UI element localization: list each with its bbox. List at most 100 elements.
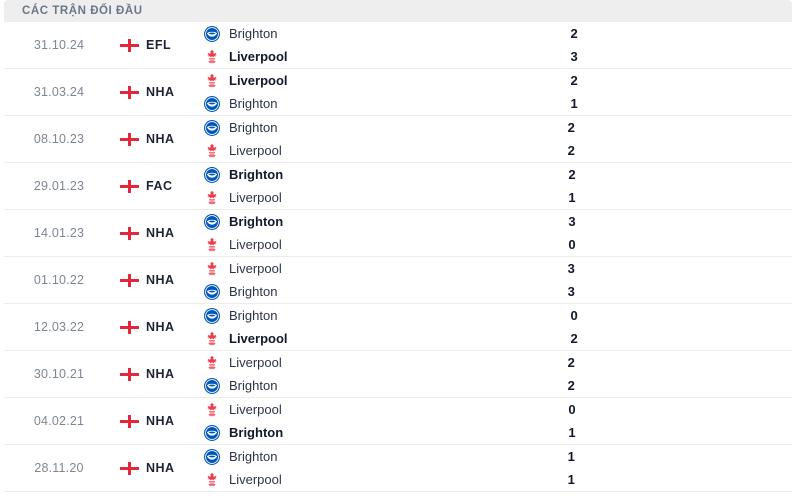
away-team-score: 1 bbox=[570, 95, 578, 111]
match-date: 14.01.23 bbox=[33, 226, 85, 240]
teams-cell: Brighton Liverpool bbox=[199, 26, 490, 65]
home-team-line[interactable]: Liverpool bbox=[204, 402, 488, 418]
match-date-cell: 04.02.21 bbox=[4, 414, 114, 428]
home-team-score: 2 bbox=[570, 25, 578, 41]
away-team-line[interactable]: Brighton bbox=[204, 425, 488, 441]
competition-code: FAC bbox=[146, 179, 173, 193]
home-team-line[interactable]: Brighton bbox=[204, 449, 487, 465]
head-to-head-panel: CÁC TRẬN ĐỐI ĐẦU 31.10.24 EFL Brighton L… bbox=[4, 0, 792, 492]
competition-code: NHA bbox=[146, 85, 175, 99]
table-row[interactable]: 29.01.23 FAC Brighton Liverpool 2 1 bbox=[4, 163, 792, 210]
england-flag-icon bbox=[120, 132, 139, 146]
competition-code: NHA bbox=[146, 132, 175, 146]
brighton-crest-icon bbox=[204, 25, 220, 42]
home-team-line[interactable]: Liverpool bbox=[204, 261, 487, 277]
match-date: 08.10.23 bbox=[33, 132, 85, 146]
table-row[interactable]: 31.03.24 NHA Liverpool Brighton 2 1 bbox=[4, 69, 792, 116]
table-row[interactable]: 31.10.24 EFL Brighton Liverpool 2 3 bbox=[4, 22, 792, 69]
england-flag-icon bbox=[120, 38, 139, 52]
home-team-score: 3 bbox=[567, 260, 575, 276]
competition-code: NHA bbox=[146, 273, 175, 287]
home-team-score: 2 bbox=[570, 72, 578, 88]
away-team-line[interactable]: Brighton bbox=[204, 96, 490, 112]
competition-cell: NHA bbox=[114, 414, 199, 428]
table-row[interactable]: 08.10.23 NHA Brighton Liverpool 2 2 bbox=[4, 116, 792, 163]
away-team-line[interactable]: Brighton bbox=[204, 378, 487, 394]
table-row[interactable]: 04.02.21 NHA Liverpool Brighton 0 1 bbox=[4, 398, 792, 445]
competition-code: NHA bbox=[146, 226, 175, 240]
table-row[interactable]: 14.01.23 NHA Brighton Liverpool 3 0 bbox=[4, 210, 792, 257]
brighton-crest-icon bbox=[204, 424, 220, 441]
table-row[interactable]: 12.03.22 NHA Brighton Liverpool 0 2 bbox=[4, 304, 792, 351]
liverpool-crest-icon bbox=[204, 355, 220, 371]
liverpool-crest-icon bbox=[204, 237, 220, 253]
brighton-crest-icon bbox=[204, 166, 220, 183]
away-team-line[interactable]: Brighton bbox=[204, 284, 487, 300]
away-team-name: Brighton bbox=[229, 95, 278, 111]
home-team-line[interactable]: Brighton bbox=[204, 214, 488, 230]
liverpool-crest-icon bbox=[204, 73, 220, 89]
away-team-name: Brighton bbox=[229, 377, 278, 393]
away-team-score: 2 bbox=[567, 142, 575, 158]
away-team-line[interactable]: Liverpool bbox=[204, 49, 490, 65]
away-team-line[interactable]: Liverpool bbox=[204, 237, 488, 253]
teams-cell: Brighton Liverpool bbox=[199, 449, 487, 488]
table-row[interactable]: 28.11.20 NHA Brighton Liverpool 1 1 bbox=[4, 445, 792, 492]
england-flag-icon bbox=[120, 461, 139, 475]
home-team-score: 2 bbox=[568, 166, 576, 182]
competition-cell: EFL bbox=[114, 38, 199, 52]
competition-cell: NHA bbox=[114, 461, 199, 475]
home-team-line[interactable]: Brighton bbox=[204, 26, 490, 42]
table-row[interactable]: 01.10.22 NHA Liverpool Brighton 3 3 bbox=[4, 257, 792, 304]
away-team-line[interactable]: Liverpool bbox=[204, 190, 488, 206]
scores-cell: 3 0 bbox=[488, 214, 588, 253]
match-date: 28.11.20 bbox=[34, 461, 84, 475]
scores-cell: 2 1 bbox=[488, 167, 588, 206]
home-team-line[interactable]: Brighton bbox=[204, 120, 487, 136]
competition-code: NHA bbox=[146, 414, 175, 428]
home-team-score: 3 bbox=[568, 213, 576, 229]
away-team-name: Liverpool bbox=[229, 142, 282, 158]
away-team-name: Brighton bbox=[229, 283, 278, 299]
brighton-crest-icon bbox=[204, 213, 220, 230]
competition-cell: NHA bbox=[114, 320, 199, 334]
match-date-cell: 29.01.23 bbox=[4, 179, 114, 193]
match-date: 31.10.24 bbox=[33, 38, 85, 52]
competition-code: NHA bbox=[146, 320, 175, 334]
home-team-line[interactable]: Liverpool bbox=[204, 73, 490, 89]
competition-code: NHA bbox=[146, 367, 175, 381]
scores-cell: 2 3 bbox=[490, 26, 590, 65]
home-team-score: 0 bbox=[570, 307, 578, 323]
home-team-score: 0 bbox=[568, 401, 576, 417]
match-date-cell: 31.10.24 bbox=[4, 38, 114, 52]
match-list: 31.10.24 EFL Brighton Liverpool 2 3 bbox=[4, 22, 792, 492]
liverpool-crest-icon bbox=[204, 49, 220, 65]
brighton-crest-icon bbox=[204, 307, 220, 324]
away-team-line[interactable]: Liverpool bbox=[204, 331, 490, 347]
liverpool-crest-icon bbox=[204, 143, 220, 159]
competition-cell: NHA bbox=[114, 226, 199, 240]
competition-cell: NHA bbox=[114, 273, 199, 287]
away-team-score: 3 bbox=[567, 283, 575, 299]
away-team-score: 0 bbox=[568, 236, 576, 252]
away-team-score: 1 bbox=[567, 471, 575, 487]
teams-cell: Brighton Liverpool bbox=[199, 308, 490, 347]
home-team-line[interactable]: Liverpool bbox=[204, 355, 487, 371]
liverpool-crest-icon bbox=[204, 261, 220, 277]
home-team-name: Liverpool bbox=[229, 72, 288, 88]
home-team-score: 1 bbox=[567, 448, 575, 464]
match-date-cell: 01.10.22 bbox=[4, 273, 114, 287]
home-team-name: Brighton bbox=[229, 213, 284, 229]
away-team-line[interactable]: Liverpool bbox=[204, 143, 487, 159]
scores-cell: 2 2 bbox=[487, 120, 587, 159]
match-date: 01.10.22 bbox=[33, 273, 85, 287]
home-team-line[interactable]: Brighton bbox=[204, 308, 490, 324]
match-date-cell: 31.03.24 bbox=[4, 85, 114, 99]
home-team-line[interactable]: Brighton bbox=[204, 167, 488, 183]
away-team-line[interactable]: Liverpool bbox=[204, 472, 487, 488]
scores-cell: 1 1 bbox=[487, 449, 587, 488]
match-date-cell: 14.01.23 bbox=[4, 226, 114, 240]
table-row[interactable]: 30.10.21 NHA Liverpool Brighton 2 2 bbox=[4, 351, 792, 398]
away-team-name: Liverpool bbox=[229, 48, 288, 64]
